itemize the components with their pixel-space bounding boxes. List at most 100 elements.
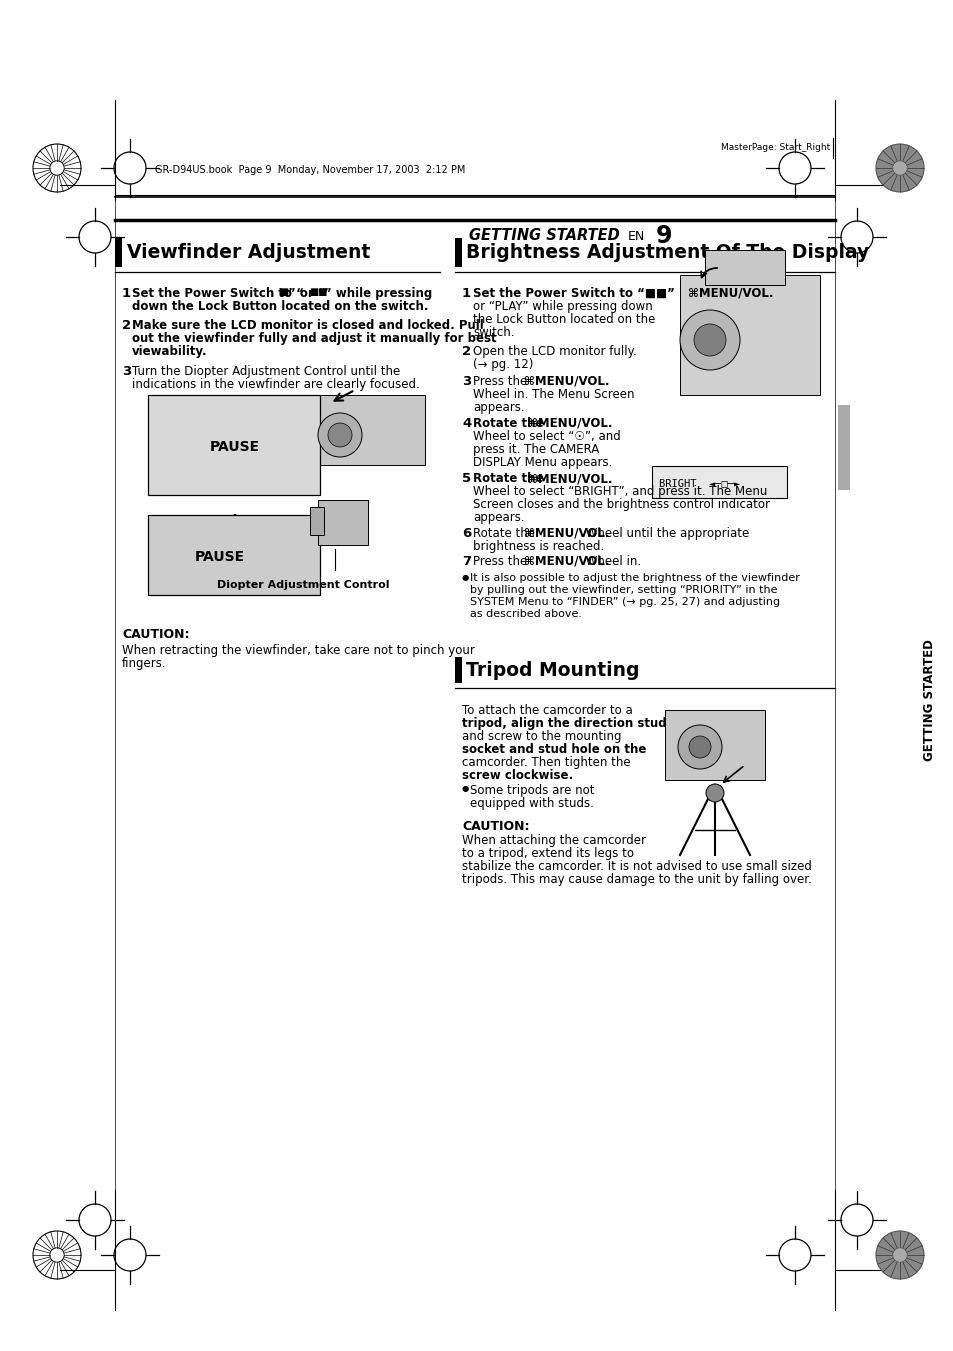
- Text: Screen closes and the brightness control indicator: Screen closes and the brightness control…: [473, 499, 769, 511]
- Bar: [837, 405, 849, 490]
- Text: Press the: Press the: [473, 555, 531, 567]
- Text: out the viewfinder fully and adjust it manually for best: out the viewfinder fully and adjust it m…: [132, 332, 497, 345]
- Text: GETTING STARTED: GETTING STARTED: [469, 228, 619, 243]
- Text: Wheel in. The Menu Screen: Wheel in. The Menu Screen: [473, 388, 634, 401]
- Text: appears.: appears.: [473, 511, 524, 524]
- Text: ■■: ■■: [309, 286, 327, 297]
- Text: 5: 5: [461, 471, 471, 485]
- Text: the Lock Button located on the: the Lock Button located on the: [473, 313, 655, 326]
- Text: Wheel to select “☉”, and: Wheel to select “☉”, and: [473, 430, 620, 443]
- Circle shape: [875, 1231, 923, 1279]
- Text: fingers.: fingers.: [122, 657, 167, 670]
- Text: PAUSE: PAUSE: [210, 440, 260, 454]
- Text: 3: 3: [122, 365, 132, 378]
- Text: by pulling out the viewfinder, setting “PRIORITY” in the: by pulling out the viewfinder, setting “…: [470, 585, 777, 594]
- Text: camcorder. Then tighten the: camcorder. Then tighten the: [461, 757, 630, 769]
- Text: When retracting the viewfinder, take care not to pinch your: When retracting the viewfinder, take car…: [122, 644, 475, 657]
- Circle shape: [705, 784, 723, 802]
- Text: ” while pressing: ” while pressing: [324, 286, 432, 300]
- Bar: [455, 238, 461, 267]
- Text: Viewfinder Adjustment: Viewfinder Adjustment: [127, 243, 370, 262]
- Text: CAUTION:: CAUTION:: [122, 628, 190, 640]
- Text: 1: 1: [122, 286, 131, 300]
- Text: CAUTION:: CAUTION:: [461, 820, 529, 834]
- Text: 3: 3: [461, 376, 471, 388]
- Text: Rotate the: Rotate the: [473, 527, 538, 540]
- Text: viewability.: viewability.: [132, 345, 208, 358]
- Text: ■: ■: [278, 286, 288, 297]
- Text: switch.: switch.: [473, 326, 514, 339]
- Text: or “PLAY” while pressing down: or “PLAY” while pressing down: [473, 300, 652, 313]
- Circle shape: [892, 1248, 906, 1262]
- Text: 2: 2: [122, 319, 131, 332]
- Circle shape: [693, 324, 725, 357]
- Text: tripod, align the direction stud: tripod, align the direction stud: [461, 717, 666, 730]
- Text: Set the Power Switch to “: Set the Power Switch to “: [132, 286, 304, 300]
- Text: ⌘MENU/VOL.: ⌘MENU/VOL.: [523, 555, 609, 567]
- Text: Diopter Adjustment Control: Diopter Adjustment Control: [216, 580, 389, 590]
- Bar: [651, 466, 786, 499]
- Text: screw clockwise.: screw clockwise.: [461, 769, 573, 782]
- Text: Press the: Press the: [473, 376, 531, 388]
- Text: It is also possible to adjust the brightness of the viewfinder: It is also possible to adjust the bright…: [470, 573, 799, 584]
- Text: 9: 9: [656, 224, 672, 249]
- Bar: [455, 657, 461, 684]
- Text: 6: 6: [461, 527, 471, 540]
- Bar: [148, 394, 319, 494]
- Text: ⌘MENU/VOL.: ⌘MENU/VOL.: [526, 471, 612, 485]
- Bar: [310, 394, 424, 465]
- Bar: [148, 515, 319, 594]
- Text: To attach the camcorder to a: To attach the camcorder to a: [461, 704, 632, 717]
- Bar: [679, 276, 820, 394]
- Circle shape: [892, 161, 906, 176]
- Text: Make sure the LCD monitor is closed and locked. Pull: Make sure the LCD monitor is closed and …: [132, 319, 483, 332]
- Text: appears.: appears.: [473, 401, 524, 413]
- Text: to a tripod, extend its legs to: to a tripod, extend its legs to: [461, 847, 634, 861]
- Text: SYSTEM Menu to “FINDER” (→ pg. 25, 27) and adjusting: SYSTEM Menu to “FINDER” (→ pg. 25, 27) a…: [470, 597, 780, 607]
- Text: tripods. This may cause damage to the unit by falling over.: tripods. This may cause damage to the un…: [461, 873, 811, 886]
- Text: Open the LCD monitor fully.: Open the LCD monitor fully.: [473, 345, 636, 358]
- Text: EN: EN: [627, 230, 644, 242]
- Text: When attaching the camcorder: When attaching the camcorder: [461, 834, 645, 847]
- Text: Set the Power Switch to “■■”: Set the Power Switch to “■■”: [473, 286, 674, 300]
- Text: ” or “: ” or “: [288, 286, 325, 300]
- Bar: [310, 507, 324, 535]
- Text: down the Lock Button located on the switch.: down the Lock Button located on the swit…: [132, 300, 428, 313]
- Text: brightness is reached.: brightness is reached.: [473, 540, 603, 553]
- Text: socket and stud hole on the: socket and stud hole on the: [461, 743, 646, 757]
- Text: as described above.: as described above.: [470, 609, 581, 619]
- Text: press it. The CAMERA: press it. The CAMERA: [473, 443, 598, 457]
- Text: 7: 7: [461, 555, 471, 567]
- Text: MasterPage: Start_Right: MasterPage: Start_Right: [720, 143, 829, 153]
- Bar: [115, 238, 122, 267]
- Text: Rotate the: Rotate the: [473, 417, 547, 430]
- Text: PAUSE: PAUSE: [194, 550, 245, 563]
- Circle shape: [679, 309, 740, 370]
- Text: Tripod Mounting: Tripod Mounting: [465, 662, 639, 681]
- Circle shape: [317, 413, 361, 457]
- Text: Some tripods are not: Some tripods are not: [470, 784, 594, 797]
- Text: Brightness Adjustment Of The Display: Brightness Adjustment Of The Display: [465, 243, 868, 262]
- Text: and screw to the mounting: and screw to the mounting: [461, 730, 620, 743]
- Text: Wheel in.: Wheel in.: [581, 555, 640, 567]
- Circle shape: [688, 736, 710, 758]
- Text: Turn the Diopter Adjustment Control until the: Turn the Diopter Adjustment Control unti…: [132, 365, 400, 378]
- Circle shape: [328, 423, 352, 447]
- Text: ●: ●: [461, 784, 469, 793]
- Text: Wheel until the appropriate: Wheel until the appropriate: [581, 527, 748, 540]
- Text: Wheel to select “BRIGHT”, and press it. The Menu: Wheel to select “BRIGHT”, and press it. …: [473, 485, 766, 499]
- Text: ●: ●: [461, 573, 469, 582]
- Text: equipped with studs.: equipped with studs.: [470, 797, 594, 811]
- Text: BRIGHT  ◄─□─►: BRIGHT ◄─□─►: [659, 478, 740, 488]
- Text: Rotate the: Rotate the: [473, 471, 547, 485]
- Text: ⌘MENU/VOL.: ⌘MENU/VOL.: [687, 286, 773, 300]
- Text: stabilize the camcorder. It is not advised to use small sized: stabilize the camcorder. It is not advis…: [461, 861, 811, 873]
- Text: GETTING STARTED: GETTING STARTED: [923, 639, 936, 761]
- Bar: [317, 500, 368, 544]
- Bar: [704, 250, 784, 285]
- Text: ⌘MENU/VOL.: ⌘MENU/VOL.: [523, 376, 609, 388]
- Text: (→ pg. 12): (→ pg. 12): [473, 358, 533, 372]
- Text: 1: 1: [461, 286, 471, 300]
- Text: ⌘MENU/VOL.: ⌘MENU/VOL.: [523, 527, 609, 540]
- Text: GR-D94US.book  Page 9  Monday, November 17, 2003  2:12 PM: GR-D94US.book Page 9 Monday, November 17…: [154, 165, 465, 176]
